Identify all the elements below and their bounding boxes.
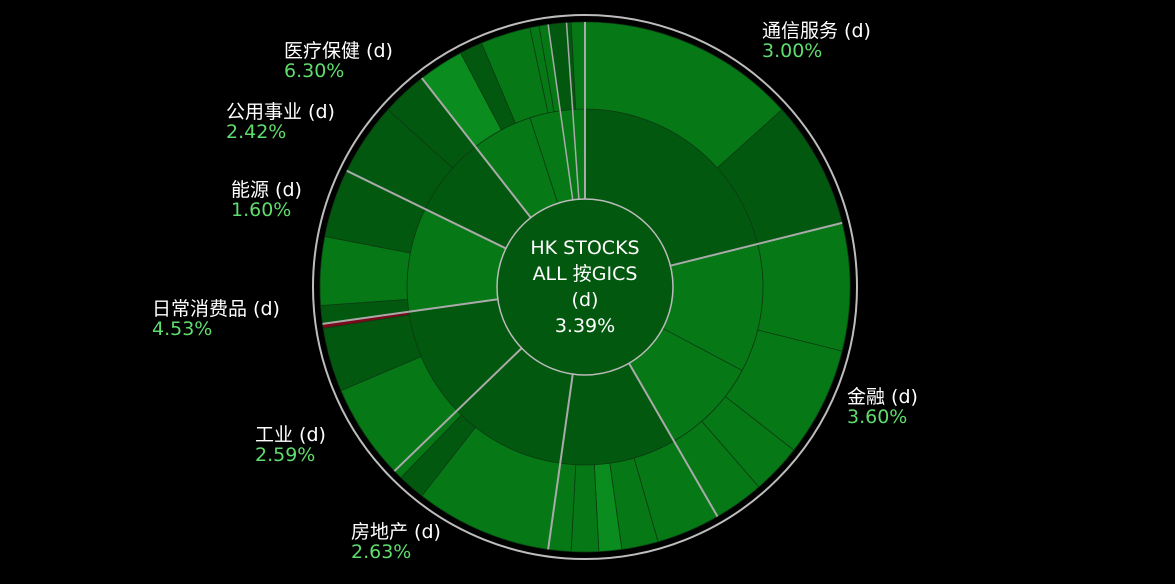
sector-separator bbox=[393, 347, 523, 472]
outer-ring bbox=[312, 14, 858, 560]
sector-change: 3.60% bbox=[847, 405, 908, 428]
sector-separator bbox=[322, 298, 498, 325]
label-real-estate[interactable]: 房地产 (d) 2.63% bbox=[351, 521, 441, 563]
sector-change: 6.30% bbox=[284, 59, 345, 82]
sector-change: 2.42% bbox=[226, 120, 287, 143]
label-financials[interactable]: 金融 (d) 3.60% bbox=[847, 386, 918, 428]
sector-change: 2.63% bbox=[351, 540, 412, 563]
sector-change: 3.00% bbox=[762, 39, 823, 62]
center-label-line: 3.39% bbox=[555, 315, 615, 337]
sector-separator bbox=[547, 24, 574, 200]
sector-change: 4.53% bbox=[152, 317, 213, 340]
sector-separator bbox=[346, 169, 507, 250]
sector-name: 医疗保健 (d) bbox=[284, 40, 393, 62]
label-health-care[interactable]: 医疗保健 (d) 6.30% bbox=[284, 40, 393, 82]
sector-name: 公用事业 (d) bbox=[226, 101, 335, 123]
sub-industry-segment[interactable] bbox=[757, 222, 851, 352]
label-communication-services[interactable]: 通信服务 (d) 3.00% bbox=[762, 20, 871, 62]
sector-change: 2.59% bbox=[255, 443, 316, 466]
sector-separator bbox=[628, 362, 719, 517]
center-label-line: ALL 按GICS bbox=[533, 263, 638, 285]
sector-name: 能源 (d) bbox=[231, 179, 302, 201]
sector-change: 1.60% bbox=[231, 198, 292, 221]
center-label-line: (d) bbox=[572, 289, 599, 311]
label-energy[interactable]: 能源 (d) 1.60% bbox=[231, 179, 302, 221]
sector-name: 金融 (d) bbox=[847, 386, 918, 408]
label-industrials[interactable]: 工业 (d) 2.59% bbox=[255, 424, 326, 466]
label-consumer-staples[interactable]: 日常消费品 (d) 4.53% bbox=[152, 298, 280, 340]
sector-separator bbox=[565, 22, 580, 200]
sector-name: 房地产 (d) bbox=[351, 521, 441, 543]
sector-name: 工业 (d) bbox=[255, 424, 326, 446]
sector-separator bbox=[421, 77, 532, 219]
sector-name: 日常消费品 (d) bbox=[152, 298, 280, 320]
label-utilities[interactable]: 公用事业 (d) 2.42% bbox=[226, 101, 335, 143]
sector-name: 通信服务 (d) bbox=[762, 20, 871, 42]
sector-separator bbox=[670, 221, 843, 267]
center-label-line: HK STOCKS bbox=[530, 237, 639, 259]
sector-separator bbox=[547, 374, 574, 550]
center-node bbox=[496, 198, 674, 376]
